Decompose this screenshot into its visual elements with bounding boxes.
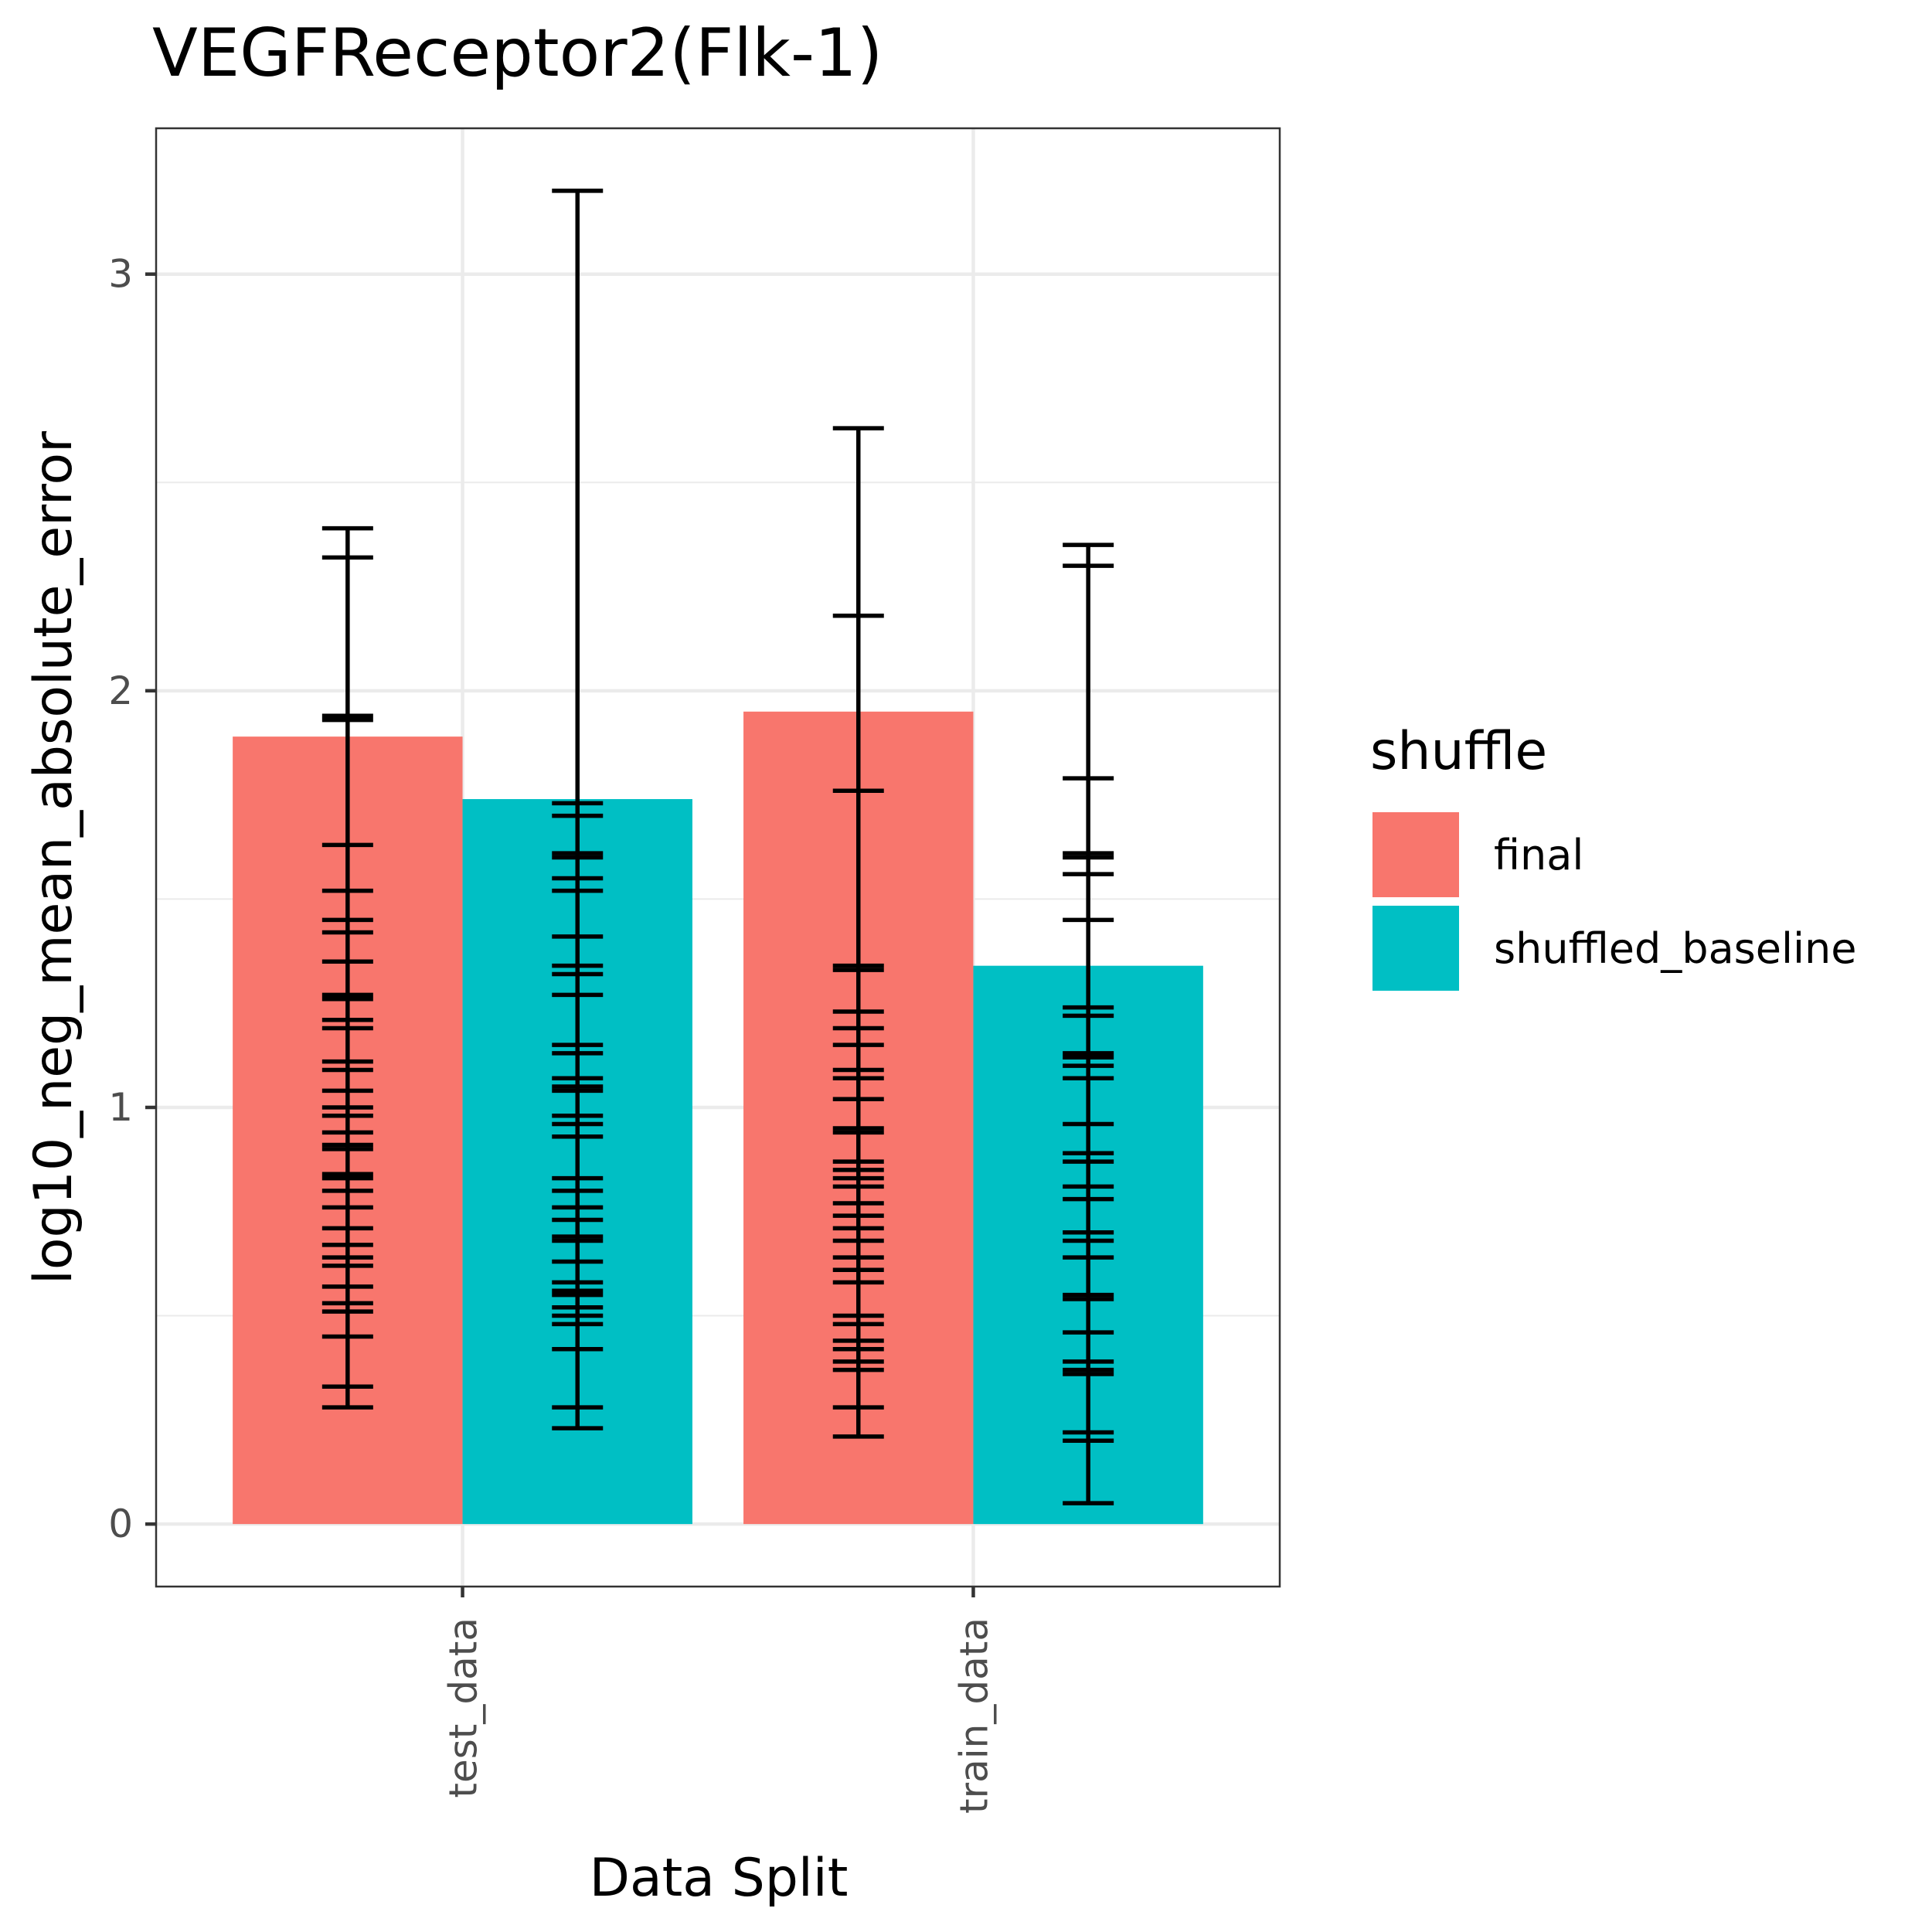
y-tick-label: 1 <box>108 1085 133 1130</box>
chart-title: VEGFReceptor2(Flk-1) <box>152 15 883 92</box>
panel-border <box>155 127 1281 1588</box>
x-axis-title: Data Split <box>590 1848 849 1909</box>
y-tick-label: 0 <box>108 1502 133 1546</box>
y-tick-label: 2 <box>108 668 133 713</box>
legend-label-shuffled_baseline: shuffled_baseline <box>1494 924 1856 973</box>
y-axis-title: log10_neg_mean_absolute_error <box>23 431 84 1284</box>
y-tick-label: 3 <box>108 252 133 297</box>
legend-label-final: final <box>1494 831 1583 879</box>
legend: shuffle final shuffled_baseline <box>1370 721 1856 991</box>
legend-items: final shuffled_baseline <box>1372 812 1856 991</box>
x-tick-label-train_data: train_data <box>951 1617 996 1814</box>
legend-key-final <box>1372 812 1459 897</box>
error-bars <box>321 189 1114 1505</box>
plot-panel <box>155 127 1281 1588</box>
axes: 0 1 2 3 test_data train_data <box>108 252 996 1814</box>
x-tick-label-test_data: test_data <box>441 1617 486 1798</box>
legend-key-shuffled_baseline <box>1372 906 1459 991</box>
legend-title: shuffle <box>1370 721 1547 782</box>
